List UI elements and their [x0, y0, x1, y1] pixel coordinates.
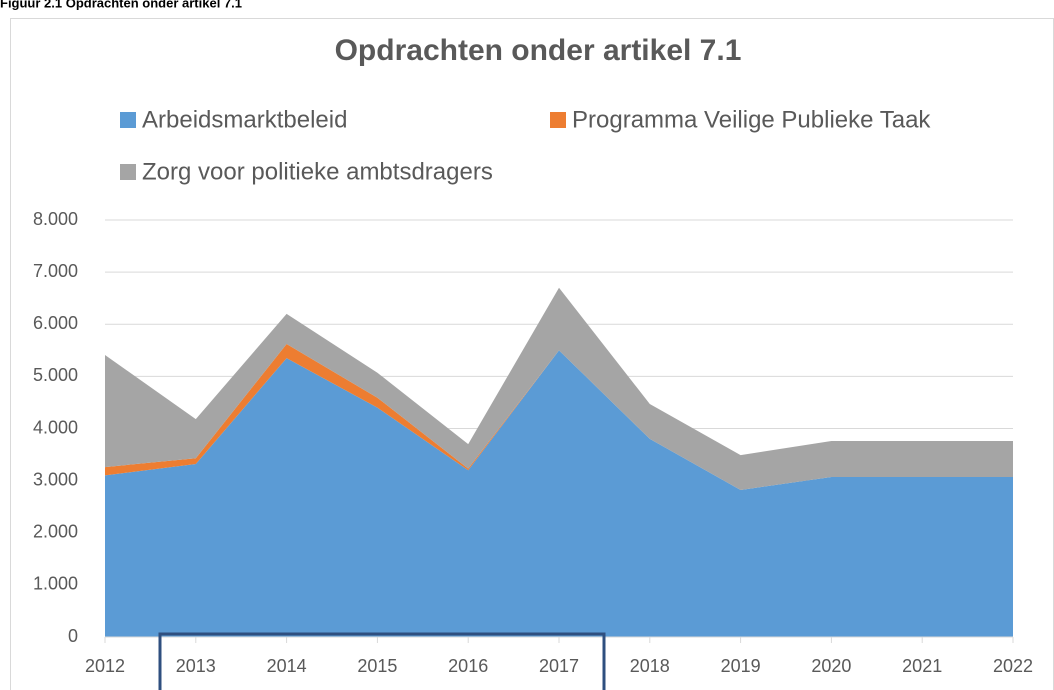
x-tick-label: 2015 [357, 656, 397, 676]
y-tick-label: 3.000 [33, 469, 78, 489]
x-tick-label: 2020 [811, 656, 851, 676]
legend-swatch [120, 112, 136, 128]
figure-caption: Figuur 2.1 Opdrachten onder artikel 7.1 [0, 0, 242, 10]
x-tick-label: 2013 [176, 656, 216, 676]
x-tick-label: 2019 [721, 656, 761, 676]
x-tick-label: 2014 [267, 656, 307, 676]
x-tick-label: 2022 [993, 656, 1033, 676]
x-tick-label: 2021 [902, 656, 942, 676]
chart-title: Opdrachten onder artikel 7.1 [335, 34, 742, 67]
y-tick-label: 6.000 [33, 313, 78, 333]
area [105, 287, 1013, 491]
legend-swatch [550, 112, 566, 128]
y-tick-label: 5.000 [33, 365, 78, 385]
x-tick-label: 2018 [630, 656, 670, 676]
selection-highlight [158, 632, 606, 690]
x-tick-label: 2012 [85, 656, 125, 676]
legend-label: Arbeidsmarktbeleid [142, 106, 347, 133]
y-tick-label: 1.000 [33, 574, 78, 594]
y-tick-label: 0 [68, 626, 78, 646]
y-tick-label: 8.000 [33, 209, 78, 229]
x-tick-label: 2017 [539, 656, 579, 676]
y-tick-label: 4.000 [33, 417, 78, 437]
legend-label: Zorg voor politieke ambtsdragers [142, 158, 493, 185]
x-tick-label: 2016 [448, 656, 488, 676]
y-tick-label: 2.000 [33, 522, 78, 542]
y-tick-label: 7.000 [33, 261, 78, 281]
legend-swatch [120, 164, 136, 180]
area [105, 350, 1013, 637]
area [105, 344, 1013, 491]
legend-label: Programma Veilige Publieke Taak [572, 106, 931, 133]
plot: 0 1.000 2.000 3.000 4.000 5.000 6.000 7.000 8.00… [33, 106, 1033, 675]
